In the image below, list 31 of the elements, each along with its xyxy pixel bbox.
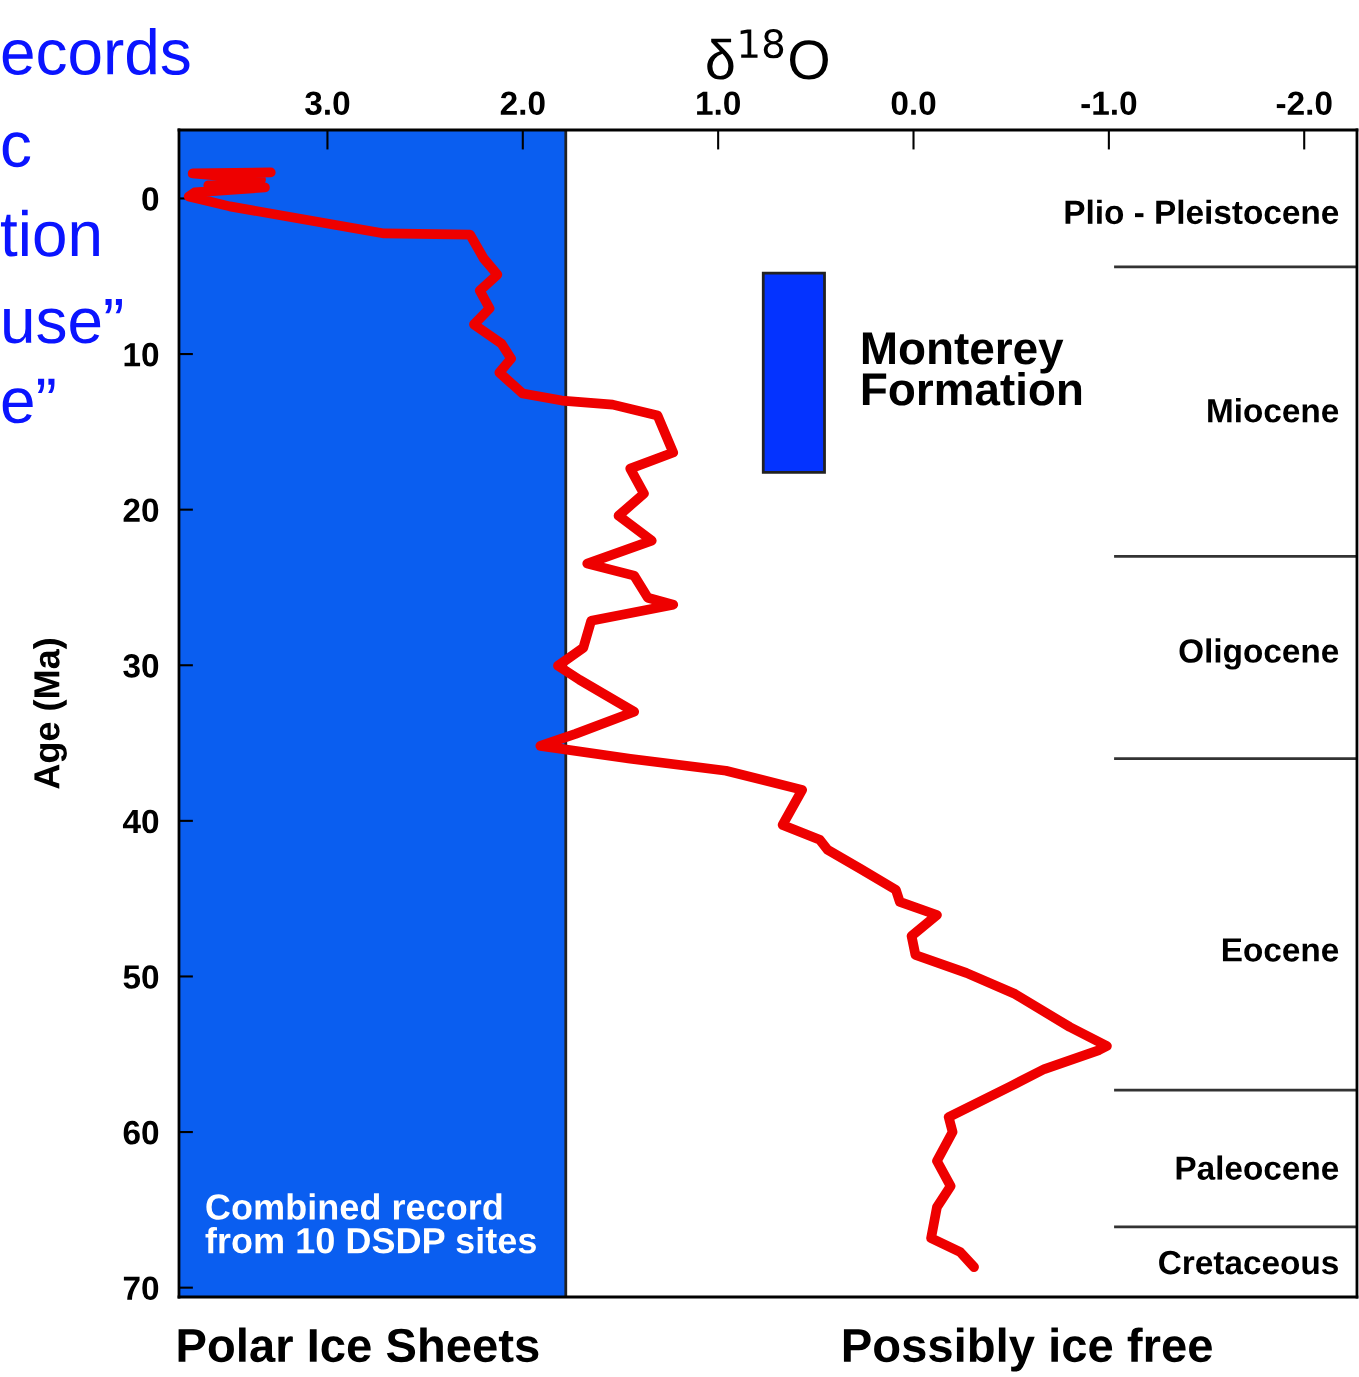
band-label: Monterey Formation [862, 332, 1082, 406]
x-tick-label: -1.0 [1081, 91, 1137, 116]
x-tick-label: 3.0 [305, 91, 350, 116]
y-tick-label: 60 [123, 1120, 159, 1145]
text: c [2, 132, 31, 168]
y-tick-label: 10 [124, 342, 159, 367]
text: Possibly ice free [843, 1327, 1212, 1372]
annotation: Paleocene [1176, 1155, 1339, 1180]
annotation: Oligocene [1179, 638, 1339, 670]
text: ecords [2, 28, 190, 75]
x-tick-label: -2.0 [1276, 91, 1332, 116]
text: e” [2, 378, 55, 424]
y-tick-label: 50 [123, 965, 159, 989]
y-tick-label: 70 [123, 1276, 159, 1301]
x-tick-label: 0.0 [891, 91, 936, 116]
annotation: Miocene [1208, 398, 1339, 423]
text: tion [0, 209, 99, 257]
y-axis-title: Age (Ma) [33, 639, 67, 789]
annotation: Eocene [1222, 938, 1339, 962]
y-tick-label: 30 [123, 654, 159, 678]
band-label: Polar Ice Sheets [178, 1327, 539, 1363]
x-axis-title: δ$^{18}$O [707, 28, 828, 80]
x-tick-label: 2.0 [500, 91, 545, 116]
text: use” [4, 298, 122, 344]
y-tick-label: 40 [122, 809, 159, 834]
annotation: Combined record from 10 DSDP sites [205, 1193, 536, 1254]
annotation: Plio - Pleistocene [1065, 199, 1339, 225]
x-tick-label: 1.0 [697, 91, 740, 116]
annotation: Cretaceous [1159, 1250, 1338, 1275]
y-tick-label: 20 [123, 498, 159, 523]
y-tick-label: 0 [142, 187, 159, 211]
